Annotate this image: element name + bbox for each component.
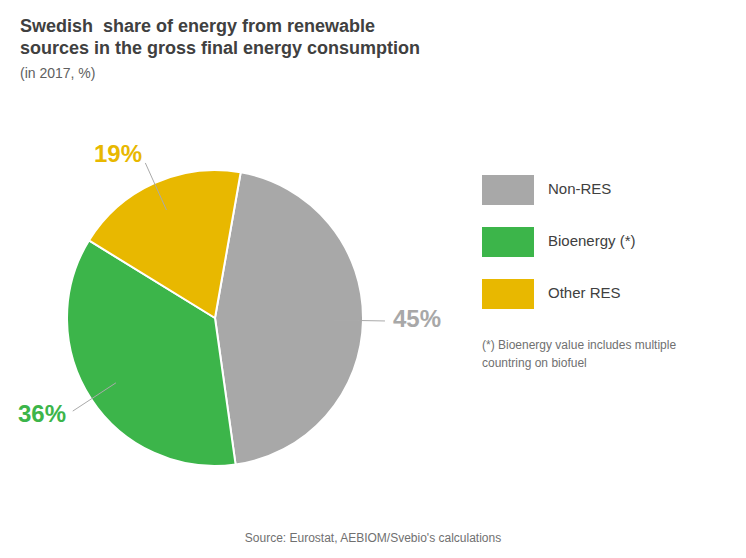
pie [67,170,363,466]
leader-line [145,163,166,210]
title: Swedish share of energy from renewableso… [20,16,420,58]
footnote-line: (*) Bioenergy value includes multiple [482,338,676,352]
legend-label: Other RES [548,284,621,301]
leader-line [73,383,116,411]
pie-slice [89,170,241,318]
legend-swatch [482,175,534,205]
legend-swatch [482,227,534,257]
title-line: sources in the gross final energy consum… [20,38,420,58]
data-label: 19% [94,140,142,167]
legend-label: Bioenergy (*) [548,232,636,249]
legend-swatch [482,279,534,309]
legend-label: Non-RES [548,180,611,197]
pie-slice [215,172,363,464]
source: Source: Eurostat, AEBIOM/Svebio's calcul… [245,531,501,545]
legend: Non-RES Bioenergy (*) Other RES [482,175,636,309]
title-line: Swedish share of energy from renewable [20,16,375,36]
data-label: 36% [18,400,66,427]
data-labels: 45% 36% 19% [18,140,441,427]
footnote: (*) Bioenergy value includes multiple cou… [482,338,676,370]
data-label: 45% [393,305,441,332]
leader-line [333,320,385,322]
chart: Swedish share of energy from renewableso… [0,0,746,558]
footnote-line: countring on biofuel [482,356,587,370]
subtitle: (in 2017, %) [20,65,95,81]
